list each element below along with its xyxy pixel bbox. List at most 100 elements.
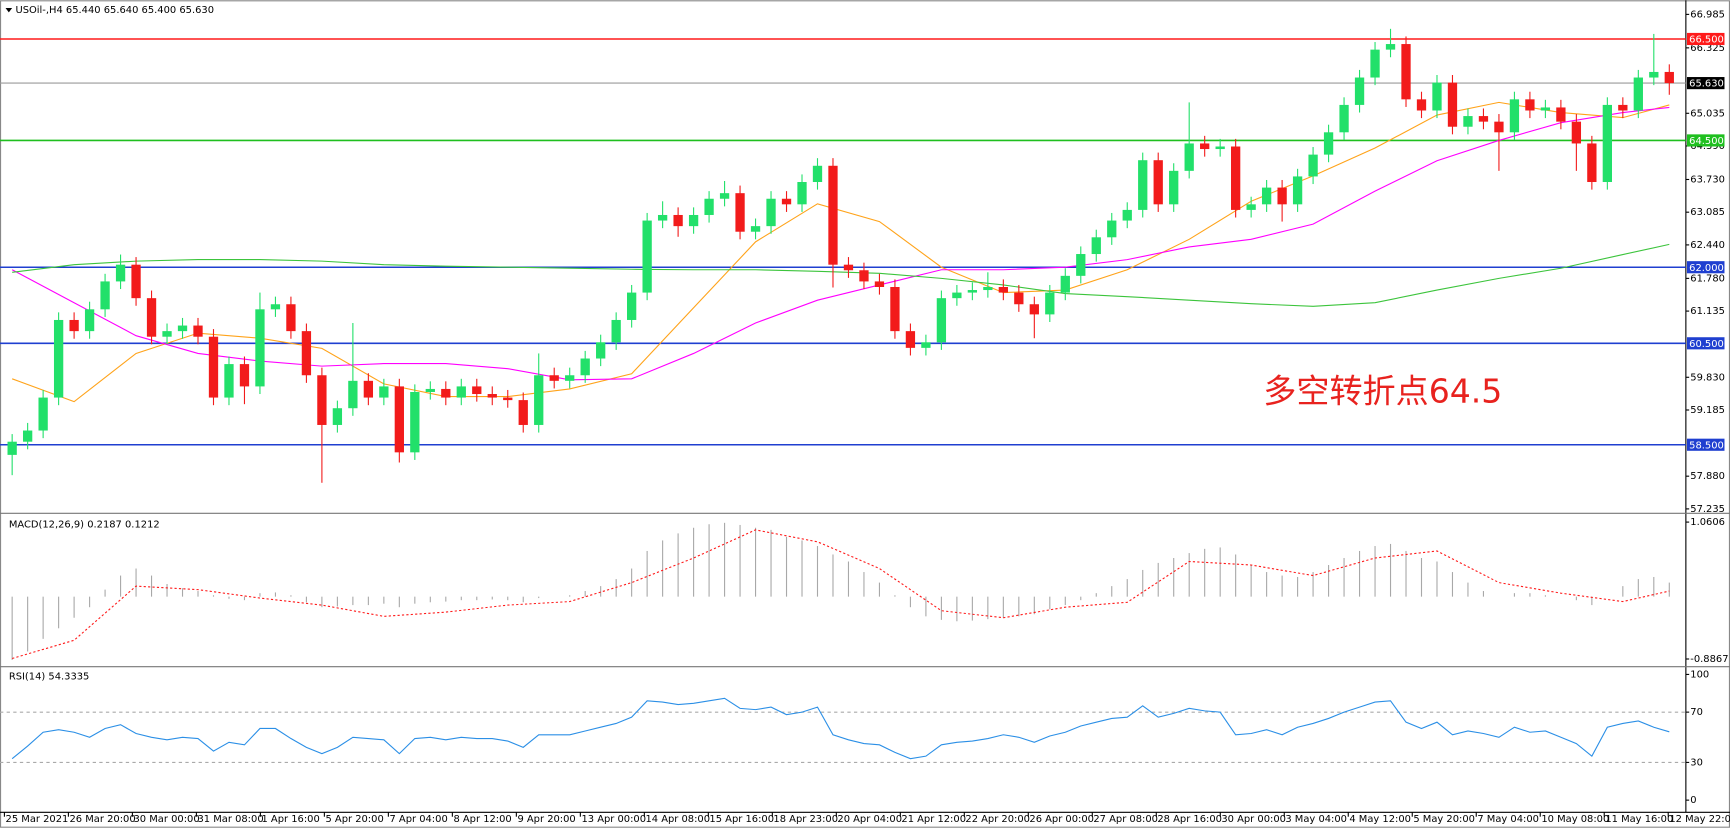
candle-body [177,325,188,332]
level-label: 62.000 [1689,263,1724,274]
y-tick-label: 61.780 [1690,273,1725,284]
candle-body [781,198,792,205]
y-tick-label: 0 [1690,795,1696,806]
candle-body [363,380,374,398]
x-tick-label: 26 Apr 00:00 [1029,814,1094,825]
x-tick-label: 9 Apr 20:00 [517,814,575,825]
level-label-box [1686,337,1725,350]
candle-body [1525,99,1535,111]
candle-body [503,397,513,401]
candle-body [580,358,590,376]
x-tick-label: 28 Apr 16:00 [1157,814,1222,825]
candle-body [1169,170,1179,205]
candle-body [843,264,854,271]
x-tick-label: 30 Apr 00:00 [1221,814,1286,825]
candle-body [162,331,172,337]
y-tick-label: 61.135 [1690,306,1725,317]
x-tick-label: 7 Apr 04:00 [389,814,447,825]
candle-body [1014,292,1024,305]
candle-body [115,264,126,282]
x-tick-label: 5 Apr 20:00 [325,814,383,825]
candle-body [53,319,64,398]
x-tick-label: 14 Apr 08:00 [645,814,710,825]
candle-body [193,325,203,337]
candle-body [1323,132,1334,155]
candle-body [657,214,668,221]
y-tick-label: 64.390 [1690,141,1725,152]
rsi-line [11,697,1670,760]
candle-body [688,214,699,227]
candle-body [952,292,962,299]
level-label-box [1686,77,1725,90]
x-tick-label: 25 Mar 2021 [6,814,69,825]
y-tick-label: 1.0606 [1690,517,1725,528]
candle-body [1029,304,1039,315]
candle-body [1339,104,1349,133]
y-tick-label: 66.985 [1690,9,1725,20]
candle-body [22,430,33,442]
y-tick-label: 59.185 [1690,405,1725,416]
x-tick-label: 13 Apr 00:00 [581,814,646,825]
candle-body [1556,107,1566,122]
candle-body [1401,44,1411,100]
x-tick-label: 18 Apr 23:00 [773,814,838,825]
candle-body [1076,254,1086,276]
candle-body [1463,116,1473,127]
y-tick-label: 63.730 [1690,174,1725,185]
level-label: 64.500 [1689,136,1724,147]
candle-body [998,287,1008,293]
y-tick-label: 57.880 [1690,471,1725,482]
x-tick-label: 26 Mar 20:00 [70,814,136,825]
candle-body [611,319,621,343]
candle-body [394,386,404,453]
candle-body [1432,82,1442,111]
rsi-title: RSI(14) 54.3335 [9,672,90,683]
candle-body [1602,104,1612,183]
level-label-box [1686,32,1725,46]
candle-body [379,386,389,398]
candle-body [719,193,730,199]
candle-body [967,290,978,293]
candle-body [286,304,296,332]
candle-body [642,220,652,293]
candle-body [239,364,250,387]
candle-body [7,441,17,455]
candle-body [1308,154,1318,177]
candle-body [766,198,776,227]
x-tick-label: 1 Apr 16:00 [261,814,319,825]
candle-body [735,193,745,232]
candle-body [1354,77,1365,105]
y-tick-label: -0.8867 [1690,654,1728,665]
x-tick-label: 31 Mar 08:00 [197,814,263,825]
candle-body [301,331,312,376]
candle-body [1664,71,1674,84]
candle-body [1138,160,1148,210]
candle-body [317,375,327,425]
candle-body [1587,143,1597,183]
candle-body [921,342,931,348]
menu-arrow-icon[interactable] [5,7,13,13]
moving-average-line [11,106,1670,381]
candle-body [472,386,482,395]
x-tick-label: 15 Apr 16:00 [709,814,774,825]
candle-body [1200,143,1210,150]
candle-body [1540,107,1551,111]
annotation: 多空转折点64.5 [1263,372,1502,411]
candle-body [1107,220,1117,238]
x-tick-label: 7 May 04:00 [1477,814,1539,825]
level-label-box [1686,261,1725,274]
y-tick-label: 59.830 [1690,372,1725,383]
candle-body [1292,176,1303,205]
x-tick-label: 10 May 08:00 [1541,814,1609,825]
candle-body [1045,292,1055,315]
candle-body [84,309,95,332]
y-tick-label: 100 [1690,669,1709,680]
x-tick-label: 8 Apr 12:00 [453,814,511,825]
candle-body [1261,187,1272,205]
candle-body [1478,116,1489,122]
candle-body [1385,44,1396,50]
macd-title: MACD(12,26,9) 0.2187 0.1212 [9,519,160,530]
candle-body [441,388,451,398]
